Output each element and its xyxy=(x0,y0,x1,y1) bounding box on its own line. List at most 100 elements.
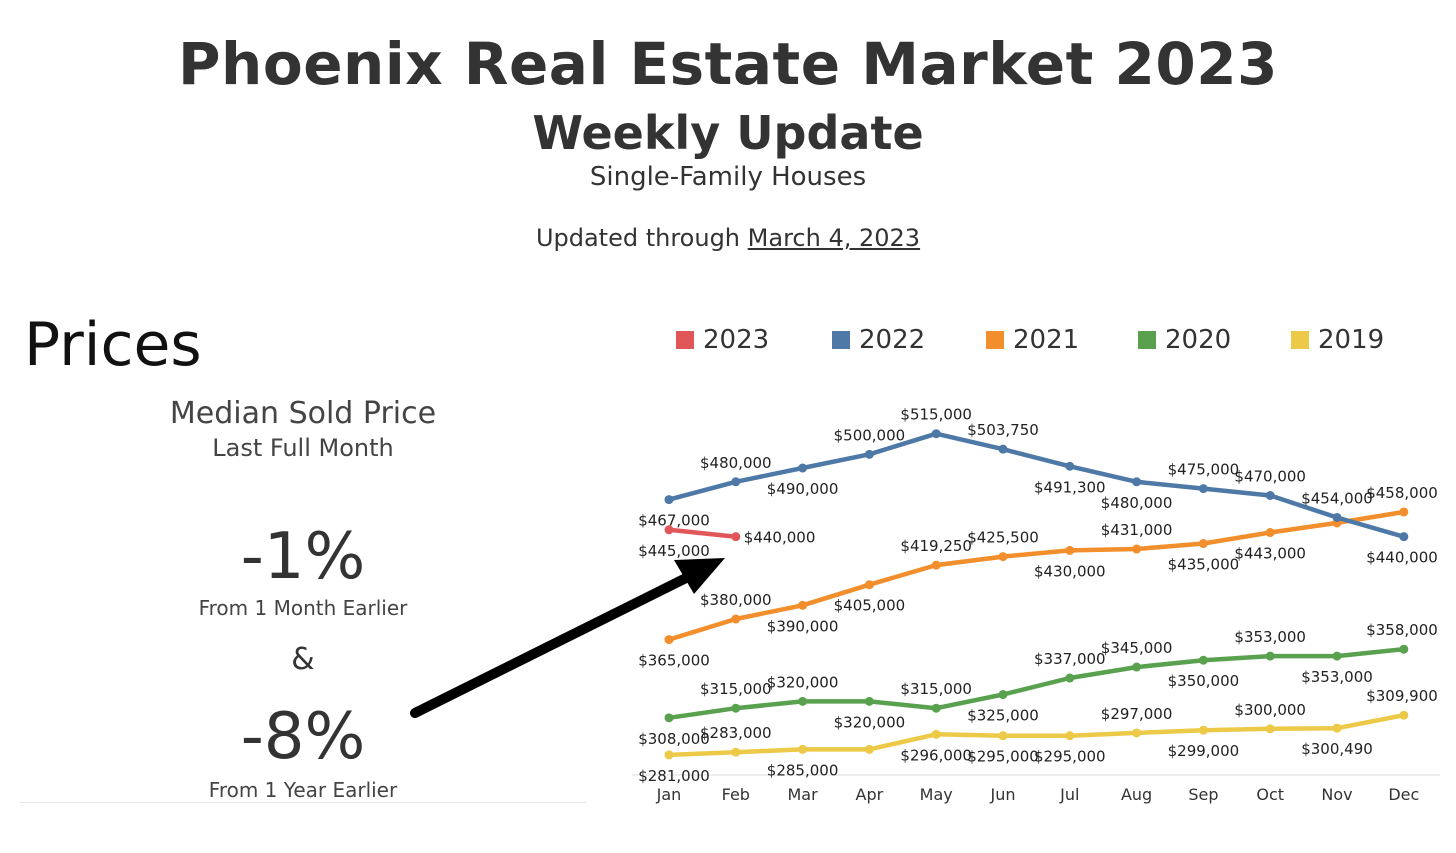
data-point-2022-aug[interactable] xyxy=(1132,477,1142,487)
data-label-2022: $454,000 xyxy=(1301,489,1373,507)
data-point-2021-oct[interactable] xyxy=(1265,528,1275,538)
data-point-2020-oct[interactable] xyxy=(1265,651,1275,661)
data-point-2021-jun[interactable] xyxy=(998,552,1008,562)
data-label-2020: $337,000 xyxy=(1034,650,1106,668)
legend-item-2022[interactable]: 2022 xyxy=(832,322,925,358)
data-point-2019-jan[interactable] xyxy=(664,750,674,760)
data-point-2022-oct[interactable] xyxy=(1265,490,1275,500)
data-point-2021-mar[interactable] xyxy=(798,600,808,610)
data-point-2021-dec[interactable] xyxy=(1399,507,1409,517)
data-point-2021-sep[interactable] xyxy=(1198,539,1208,549)
data-label-2019: $296,000 xyxy=(900,746,972,764)
year-change-value: -8% xyxy=(240,700,366,774)
data-point-2021-may[interactable] xyxy=(931,560,941,570)
property-type: Single-Family Houses xyxy=(589,162,867,192)
series-line-2022 xyxy=(668,431,1405,539)
page-title: Phoenix Real Estate Market 2023 xyxy=(178,30,1278,98)
legend-label-2023: 2023 xyxy=(703,325,770,355)
legend-item-2019[interactable]: 2019 xyxy=(1291,322,1384,358)
data-point-2019-mar[interactable] xyxy=(798,744,808,754)
x-tick-label: May xyxy=(920,785,953,804)
x-tick-label: Dec xyxy=(1388,785,1419,804)
series-line-2020 xyxy=(668,646,1405,721)
x-tick-label: Jul xyxy=(1059,785,1079,804)
x-tick-label: Jun xyxy=(990,785,1016,804)
data-point-2022-jul[interactable] xyxy=(1065,461,1075,471)
data-point-2020-feb[interactable] xyxy=(731,703,741,713)
data-point-2020-apr[interactable] xyxy=(864,696,874,706)
data-label-2019: $300,000 xyxy=(1234,701,1306,719)
data-label-2020: $350,000 xyxy=(1168,672,1240,690)
data-label-2021: $365,000 xyxy=(638,652,710,670)
panel-subtitle: Last Full Month xyxy=(212,434,394,462)
legend-label-2022: 2022 xyxy=(859,325,926,355)
data-point-2020-may[interactable] xyxy=(931,703,941,713)
data-label-2020: $358,000 xyxy=(1366,621,1438,639)
data-label-2022: $503,750 xyxy=(967,421,1039,439)
legend-label-2021: 2021 xyxy=(1013,325,1080,355)
data-label-2022: $500,000 xyxy=(834,426,906,444)
legend-swatch-2022 xyxy=(832,331,850,349)
data-label-2020: $345,000 xyxy=(1101,639,1173,657)
data-point-2019-feb[interactable] xyxy=(731,747,741,757)
data-point-2021-jan[interactable] xyxy=(664,635,674,645)
data-label-2019: $281,000 xyxy=(638,767,710,785)
data-point-2019-jun[interactable] xyxy=(998,731,1008,741)
section-title: Prices xyxy=(24,310,202,380)
data-point-2021-apr[interactable] xyxy=(864,580,874,590)
data-label-2021: $430,000 xyxy=(1034,562,1106,580)
data-label-2021: $419,250 xyxy=(900,537,972,555)
data-point-2020-mar[interactable] xyxy=(798,696,808,706)
data-point-2019-apr[interactable] xyxy=(864,744,874,754)
legend-label-2020: 2020 xyxy=(1165,325,1232,355)
data-label-2020: $325,000 xyxy=(967,707,1039,725)
updated-date-link[interactable]: March 4, 2023 xyxy=(747,224,921,252)
data-label-2019: $300,490 xyxy=(1301,740,1373,758)
data-label-2021: $458,000 xyxy=(1366,484,1438,502)
data-point-2019-nov[interactable] xyxy=(1332,723,1342,733)
legend-item-2023[interactable]: 2023 xyxy=(676,322,769,358)
legend-swatch-2019 xyxy=(1291,331,1309,349)
data-point-2021-aug[interactable] xyxy=(1132,544,1142,554)
data-point-2020-aug[interactable] xyxy=(1132,662,1142,672)
data-point-2019-aug[interactable] xyxy=(1132,728,1142,738)
data-point-2022-jun[interactable] xyxy=(998,444,1008,454)
data-label-2022: $515,000 xyxy=(900,406,972,424)
data-point-2021-feb[interactable] xyxy=(731,614,741,624)
data-point-2022-feb[interactable] xyxy=(731,477,741,487)
data-point-2022-apr[interactable] xyxy=(864,449,874,459)
data-point-2022-dec[interactable] xyxy=(1399,532,1409,542)
x-tick-label: Mar xyxy=(788,785,819,804)
data-label-2019: $295,000 xyxy=(967,748,1039,766)
panel-title: Median Sold Price xyxy=(169,396,437,431)
data-point-2022-sep[interactable] xyxy=(1198,484,1208,494)
data-point-2023-jan[interactable] xyxy=(664,525,674,535)
data-point-2020-nov[interactable] xyxy=(1332,651,1342,661)
data-point-2022-may[interactable] xyxy=(931,429,941,439)
data-point-2022-mar[interactable] xyxy=(798,463,808,473)
legend-item-2021[interactable]: 2021 xyxy=(986,322,1079,358)
data-label-2020: $353,000 xyxy=(1301,668,1373,686)
data-label-2020: $308,000 xyxy=(638,730,710,748)
data-point-2020-dec[interactable] xyxy=(1399,644,1409,654)
data-label-2022: $470,000 xyxy=(1234,467,1306,485)
data-point-2019-oct[interactable] xyxy=(1265,724,1275,734)
legend-item-2020[interactable]: 2020 xyxy=(1138,322,1231,358)
data-point-2019-dec[interactable] xyxy=(1399,710,1409,720)
data-point-2019-jul[interactable] xyxy=(1065,731,1075,741)
data-label-2020: $315,000 xyxy=(900,680,972,698)
data-point-2021-jul[interactable] xyxy=(1065,545,1075,555)
data-point-2019-may[interactable] xyxy=(931,729,941,739)
line-chart: Jan Feb Mar Apr May Jun Jul Aug Sep Oct Nov Dec $445… xyxy=(632,406,1440,804)
data-point-2020-jun[interactable] xyxy=(998,690,1008,700)
data-point-2020-jul[interactable] xyxy=(1065,673,1075,683)
data-point-2020-jan[interactable] xyxy=(664,713,674,723)
x-tick-label: Apr xyxy=(856,785,884,804)
month-change-caption: From 1 Month Earlier xyxy=(198,596,408,620)
data-point-2020-sep[interactable] xyxy=(1198,655,1208,665)
data-point-2023-feb[interactable] xyxy=(731,532,741,542)
data-label-2019: $299,000 xyxy=(1168,742,1240,760)
data-point-2022-jan[interactable] xyxy=(664,495,674,505)
data-point-2019-sep[interactable] xyxy=(1198,725,1208,735)
data-point-2022-nov[interactable] xyxy=(1332,512,1342,522)
